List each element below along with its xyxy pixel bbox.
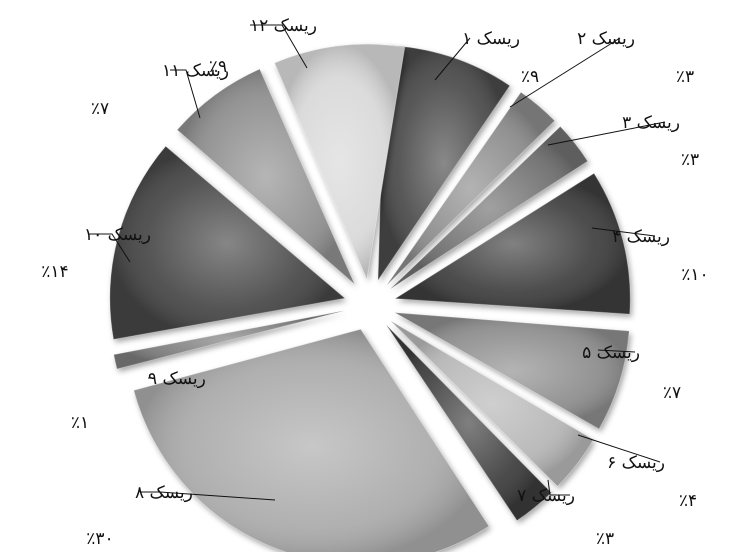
slice-percent-label-5: ٪۷ <box>663 383 681 403</box>
slice-label-8: ریسک ۸ <box>135 483 193 503</box>
slice-percent-label-10: ٪۱۴ <box>41 262 68 282</box>
pie-slice-10 <box>109 145 347 340</box>
pie-slice-highlight-2 <box>386 91 556 286</box>
leader-line-3 <box>547 121 666 146</box>
leader-line-4 <box>591 227 656 237</box>
slice-percent-label-3: ٪۳ <box>681 150 699 170</box>
slice-label-12: ریسک ۱۲ <box>250 16 317 36</box>
slice-label-2: ریسک ۲ <box>577 29 635 49</box>
slice-percent-label-9: ٪۱ <box>71 413 89 433</box>
leader-line-10 <box>88 233 131 263</box>
pie-slice-11 <box>176 68 356 285</box>
leader-line-12 <box>250 24 308 69</box>
slice-percent-label-8: ٪۳۰ <box>86 529 113 549</box>
pie-slice-12 <box>273 43 406 281</box>
slice-label-1: ریسک ۱ <box>462 29 520 49</box>
pie-slice-3 <box>390 125 589 290</box>
pie-slice-highlight-7 <box>386 324 553 522</box>
leader-line-11 <box>170 69 201 119</box>
slice-label-7: ریسک ۷ <box>517 486 575 506</box>
pie-slice-5 <box>394 312 630 430</box>
leader-line-2 <box>509 37 621 108</box>
pie-slice-highlight-4 <box>393 172 631 315</box>
pie-slice-highlight-5 <box>394 312 630 430</box>
slice-percent-label-4: ٪۱۰ <box>681 265 708 285</box>
leader-line-7 <box>547 479 570 496</box>
pie-slice-highlight-11 <box>176 68 356 285</box>
leader-line-1 <box>434 37 471 81</box>
slice-label-11: ریسک ۱۱ <box>162 61 229 81</box>
leader-line-8 <box>140 491 276 501</box>
leader-line-5 <box>597 349 636 353</box>
pie-slice-highlight-9 <box>113 310 345 370</box>
pie-slice-7 <box>386 324 553 522</box>
slice-percent-label-7: ٪۳ <box>596 529 614 549</box>
leader-line-6 <box>577 434 661 463</box>
slice-label-9: ریسک ۹ <box>148 369 206 389</box>
slice-label-4: ریسک ۴ <box>612 227 670 247</box>
pie-slice-2 <box>386 91 556 286</box>
slice-label-3: ریسک ۳ <box>622 113 680 133</box>
slice-label-5: ریسک ۵ <box>582 343 640 363</box>
slice-label-10: ریسک ۱۰ <box>84 225 151 245</box>
pie-slice-highlight-3 <box>390 125 589 290</box>
slice-percent-label-12: ٪۹ <box>209 57 227 77</box>
pie-slice-highlight-12 <box>273 43 406 281</box>
pie-slice-9 <box>113 310 345 370</box>
slice-label-6: ریسک ۶ <box>607 453 665 473</box>
slice-percent-label-1: ٪۹ <box>521 67 539 87</box>
pie-slice-4 <box>393 172 631 315</box>
pie-slice-1 <box>377 44 511 282</box>
slice-percent-label-11: ٪۷ <box>91 99 109 119</box>
pie-slice-highlight-10 <box>109 145 347 340</box>
slice-percent-label-2: ٪۳ <box>676 67 694 87</box>
slice-percent-label-6: ٪۴ <box>679 491 697 511</box>
